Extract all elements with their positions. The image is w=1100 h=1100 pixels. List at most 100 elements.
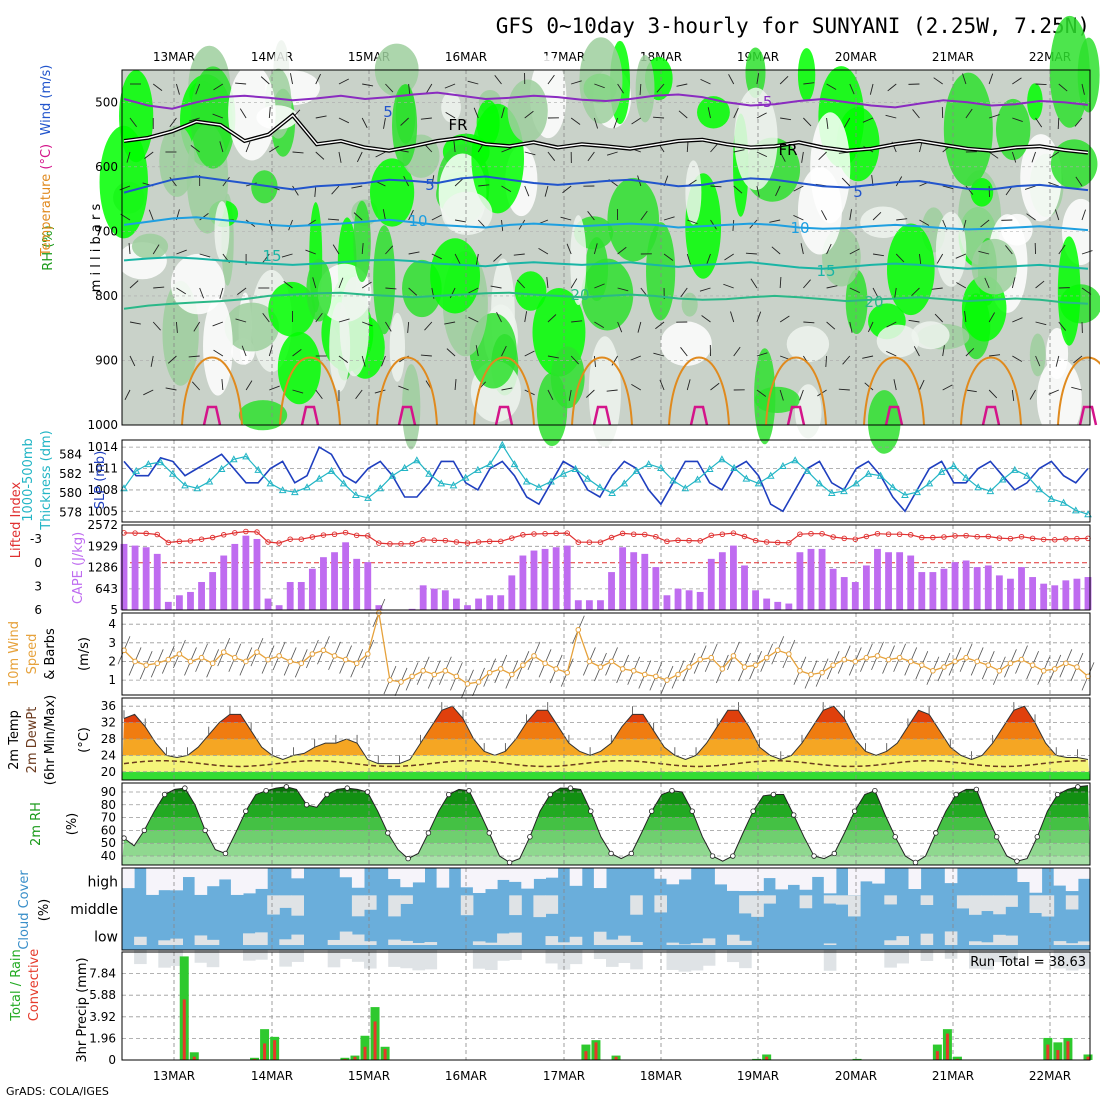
wind-marker [553, 666, 559, 672]
li-marker [952, 533, 958, 539]
rh-marker [405, 855, 411, 862]
cape-bar [796, 552, 804, 610]
wind-marker [575, 626, 582, 633]
cape-bar [785, 603, 793, 610]
li-marker [686, 537, 692, 544]
wind-barb [199, 287, 205, 299]
rh-marker [811, 853, 817, 859]
wind-barb [1073, 355, 1083, 364]
top-date-label: 18MAR [640, 50, 682, 64]
wind-barb [988, 389, 998, 399]
wind-marker [243, 658, 249, 665]
cape-bar [519, 555, 527, 610]
isotherm-label: 5 [853, 183, 863, 201]
wind-barb [292, 185, 299, 196]
wind-barb [566, 243, 572, 255]
rh-patch [131, 233, 169, 260]
high-cloud-gap [533, 868, 546, 879]
wind-marker [497, 666, 504, 672]
rh-marker [344, 785, 350, 791]
wind-marker [542, 660, 548, 667]
li-marker [885, 531, 892, 537]
li-marker [963, 532, 969, 539]
wind-marker [741, 664, 748, 670]
wind-marker [431, 671, 438, 678]
rh-patch [734, 87, 778, 191]
rh-band [122, 791, 1090, 805]
li-marker [1063, 536, 1069, 542]
wind-barb [1058, 321, 1067, 331]
cape-bar [253, 538, 261, 610]
high-cloud-gap [158, 868, 171, 891]
thickness-marker [449, 481, 458, 489]
wind-barb [686, 379, 691, 391]
wind-barb [771, 246, 781, 255]
wind-marker [630, 667, 637, 674]
temp-axis-label-1: 2m Temp [7, 710, 22, 770]
wind-barb [733, 107, 739, 119]
high-cloud-gap [194, 868, 208, 895]
wind-barb [893, 379, 897, 391]
convective-precip-bar [935, 1051, 939, 1060]
wind-barb [571, 320, 583, 323]
wind-barb [212, 113, 224, 119]
wind-barb [315, 151, 325, 160]
wind-marker [309, 651, 316, 657]
li-tick-label: -3 [30, 532, 42, 546]
cape-bar [851, 582, 859, 610]
wind-barb [213, 349, 224, 357]
li-marker [398, 541, 404, 547]
li-line [123, 530, 1089, 545]
precip-tick-label: 0 [108, 1053, 116, 1067]
temp-tick-label: 36 [101, 699, 116, 713]
cape-bar [164, 601, 172, 610]
chart-title: GFS 0~10day 3-hourly for SUNYANI (2.25W,… [496, 14, 1090, 38]
wind-marker [187, 658, 194, 665]
wind-barb [663, 253, 674, 261]
warm-isotherm [863, 356, 925, 426]
wind-barb [728, 74, 735, 85]
wind-barb [756, 73, 760, 85]
precip-panel: 0 1.96 3.92 5.88 7.84 Run Total = 38.63 Total … [9, 949, 1093, 1067]
rh-patch [430, 238, 481, 314]
wind-unit-label: (m/s) [77, 637, 92, 671]
wind-marker [1029, 662, 1036, 668]
high-cloud-gap [944, 868, 958, 884]
wind-barb [793, 214, 804, 221]
middle-cloud-gap [751, 895, 764, 917]
high-cloud-gap [1053, 868, 1067, 886]
rh-patch [794, 384, 822, 439]
hot-isotherm [981, 405, 1001, 426]
top-date-label: 13MAR [153, 50, 195, 64]
wind-barb [382, 209, 386, 221]
rh-marker [588, 808, 594, 814]
thickness-marker [913, 488, 922, 496]
li-marker [209, 534, 216, 541]
wind-barb [663, 216, 675, 221]
thickness-marker [339, 479, 348, 487]
cape-bar [685, 590, 693, 610]
thickness-marker [229, 455, 238, 463]
cape-bar [730, 545, 737, 610]
li-marker [697, 538, 703, 544]
thickness-tick-label: 580 [59, 486, 82, 500]
wind-barb [1011, 277, 1016, 289]
wind-marker [763, 654, 770, 661]
thickness-marker [193, 484, 202, 492]
li-marker [586, 539, 593, 545]
wind-barb [374, 389, 386, 394]
wind-barb [613, 117, 619, 129]
middle-cloud-gap [364, 895, 377, 910]
wind-barb [779, 151, 786, 162]
rh-patch [389, 312, 406, 382]
rh-tick-label: 40 [101, 849, 116, 863]
isotherm-line [123, 175, 1089, 194]
wind-barb [219, 287, 224, 299]
pressure-tick-label: 900 [95, 353, 118, 367]
li-marker [874, 530, 881, 537]
high-cloud-gap [569, 868, 583, 886]
hot-isotherm [592, 405, 612, 426]
rh-patch [943, 72, 993, 187]
wind-marker [708, 654, 715, 661]
pressure-tick-label: 500 [95, 95, 118, 109]
